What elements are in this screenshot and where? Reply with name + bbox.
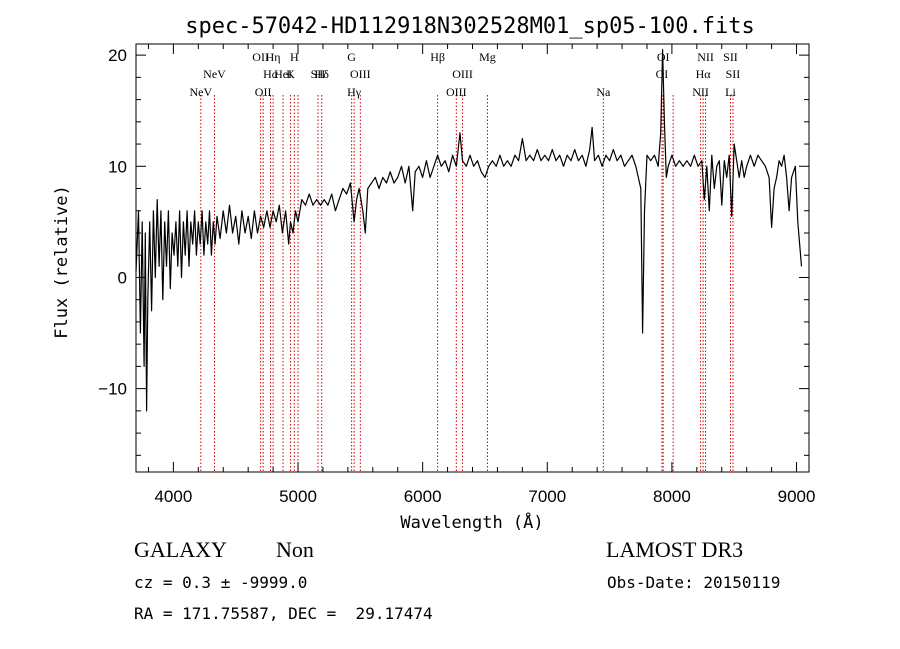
line-label-18: HeI [274, 67, 292, 81]
plot-frame [135, 43, 810, 473]
line-label-9: NeV [203, 67, 226, 81]
x-tick-label-3: 7000 [528, 487, 566, 506]
axes: 4000 5000 6000 7000 8000 9000 −10 0 10 20 [98, 44, 815, 506]
line-label-12: Hδ [315, 67, 330, 81]
redshift-info: cz = 0.3 ± -9999.0 [134, 573, 308, 592]
line-label-25: NII [692, 85, 709, 99]
coordinates: RA = 171.75587, DEC = 29.17474 [134, 604, 433, 623]
line-label-5: Mg [479, 50, 496, 64]
line-label-23: OIII [446, 85, 467, 99]
line-label-1: Hη [266, 50, 281, 64]
y-tick-label-3: 20 [108, 46, 127, 65]
x-axis-label: Wavelength (Å) [400, 511, 543, 533]
line-label-20: NeV [189, 85, 212, 99]
line-label-14: OIII [452, 67, 473, 81]
line-label-22: Hγ [347, 85, 362, 99]
line-label-10: Hα [263, 67, 279, 81]
line-label-15: OI [656, 67, 669, 81]
line-label-0: OII [252, 50, 269, 64]
y-tick-label-0: −10 [98, 380, 127, 399]
line-label-6: OI [657, 50, 670, 64]
y-axis-label: Flux (relative) [52, 185, 72, 339]
chart-title: spec-57042-HD112918N302528M01_sp05-100.f… [185, 14, 755, 39]
line-label-2: H [290, 50, 299, 64]
survey-name: LAMOST DR3 [606, 537, 744, 562]
line-label-7: NII [697, 50, 714, 64]
x-tick-label-4: 8000 [653, 487, 691, 506]
line-label-26: Li [725, 85, 736, 99]
line-label-21: OII [255, 85, 272, 99]
object-type: GALAXY [134, 537, 227, 562]
line-label-8: SII [723, 50, 738, 64]
line-label-13: OIII [350, 67, 371, 81]
spectrum-series [135, 48, 803, 412]
obs-date: Obs-Date: 20150119 [607, 573, 781, 592]
spectrum-line [135, 48, 803, 412]
line-label-19: SII [311, 67, 326, 81]
line-label-24: Na [596, 85, 611, 99]
line-label-4: Hβ [430, 50, 445, 64]
object-subclass: Non [276, 537, 314, 562]
line-label-17: SII [726, 67, 741, 81]
x-tick-label-0: 4000 [154, 487, 192, 506]
x-tick-label-1: 5000 [279, 487, 317, 506]
line-label-3: G [347, 50, 356, 64]
x-tick-label-2: 6000 [404, 487, 442, 506]
y-tick-label-2: 10 [108, 157, 127, 176]
line-markers [200, 95, 734, 472]
x-tick-label-5: 9000 [778, 487, 816, 506]
line-label-16: Hα [696, 67, 712, 81]
line-label-11: K [286, 67, 295, 81]
y-tick-label-1: 0 [118, 268, 127, 287]
